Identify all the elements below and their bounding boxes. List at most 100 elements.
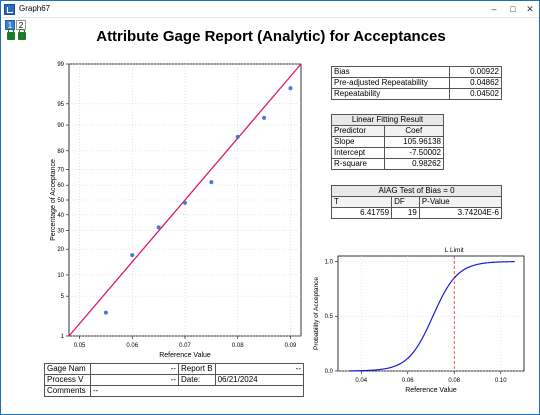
y-axis-label: Probability of Acceptance — [313, 277, 320, 350]
data-point — [209, 180, 214, 185]
x-tick-label: 0.05 — [74, 343, 86, 349]
y-tick-label: 95 — [57, 102, 64, 108]
table-row: Gage Nam -- Report B -- — [44, 363, 305, 375]
fit-label: R-square — [331, 158, 385, 170]
table-title: AIAG Test of Bias = 0 — [331, 185, 502, 197]
fit-label: Slope — [331, 136, 385, 148]
y-tick-label: 0.0 — [325, 369, 334, 375]
stat-label: Pre-adjusted Repeatability — [331, 77, 450, 89]
plot-area — [337, 255, 525, 372]
date-value: 06/21/2024 — [214, 374, 305, 386]
table-row: Linear Fitting Result — [331, 114, 444, 126]
test-value: 19 — [391, 207, 420, 219]
table-row: Bias 0.00922 — [331, 66, 502, 78]
data-point — [262, 115, 267, 120]
stat-value: 0.04502 — [449, 88, 502, 100]
y-axis-label: Percentage of Acceptance — [50, 159, 57, 241]
column-header: Predictor — [331, 125, 385, 137]
y-tick-label: 5 — [61, 294, 65, 300]
y-tick-label: 70 — [57, 167, 64, 173]
fit-value: 0.98262 — [383, 158, 445, 170]
lock-icon[interactable] — [18, 29, 26, 40]
stat-label: Repeatability — [331, 88, 450, 100]
maximize-button[interactable]: □ — [510, 4, 516, 14]
y-tick-label: 30 — [57, 229, 64, 235]
stat-value: 0.00922 — [449, 66, 502, 78]
column-header: DF — [391, 196, 420, 208]
table-row: Process V -- Date: 06/21/2024 — [44, 374, 305, 386]
x-tick-label: 0.06 — [402, 378, 414, 384]
data-point — [235, 134, 240, 139]
y-tick-label: 99 — [57, 62, 64, 68]
fit-value: 105.96138 — [383, 136, 445, 148]
y-tick-label: 0.5 — [325, 314, 334, 320]
minimize-button[interactable]: – — [491, 4, 497, 14]
comments-value: -- — [90, 385, 304, 397]
close-button[interactable]: ✕ — [526, 4, 534, 14]
report-label: Report B — [178, 363, 216, 375]
bias-test-table: AIAG Test of Bias = 0 T DF P-Value 6.417… — [330, 185, 503, 219]
table-title: Linear Fitting Result — [331, 114, 444, 126]
data-point — [183, 200, 187, 205]
x-tick-label: 0.08 — [232, 343, 244, 349]
data-point — [156, 225, 161, 230]
probability-curve-plot: 0.04 0.06 0.08 0.10 0.0 0.5 1.0 L Limit Referenc… — [313, 247, 525, 394]
column-header: T — [330, 196, 393, 208]
y-tick-label: 80 — [57, 149, 64, 155]
graph-app-icon — [4, 4, 15, 15]
column-header: Coef — [383, 125, 445, 137]
probability-curve — [349, 261, 515, 372]
x-axis-label: Reference Value — [405, 387, 457, 394]
title-bar: Graph67 – □ ✕ — [1, 1, 539, 18]
data-point — [103, 310, 108, 315]
process-label: Process V — [44, 374, 91, 386]
y-tick-label: 90 — [57, 123, 64, 129]
table-row: 6.41759 19 3.74204E-6 — [330, 207, 503, 219]
table-row: Comments -- — [44, 385, 304, 397]
y-tick-label: 60 — [57, 183, 64, 189]
test-value: 3.74204E-6 — [418, 207, 503, 219]
y-tick-label: 1.0 — [325, 259, 334, 265]
y-tick-label: 10 — [57, 273, 64, 279]
x-tick-label: 0.08 — [448, 378, 460, 384]
table-row: Predictor Coef — [331, 125, 445, 137]
graph-title: Attribute Gage Report (Analytic) for Acc… — [96, 28, 446, 45]
y-tick-label: 1 — [61, 334, 65, 340]
window-title: Graph67 — [19, 4, 51, 13]
gage-value: -- — [90, 363, 179, 375]
lock-icon[interactable] — [7, 29, 15, 40]
fit-value: -7.50002 — [383, 147, 445, 159]
table-row: Pre-adjusted Repeatability 0.04862 — [331, 77, 502, 89]
process-value: -- — [90, 374, 179, 386]
x-tick-label: 0.10 — [495, 378, 507, 384]
linear-fit-table: Linear Fitting Result Predictor Coef Slo… — [331, 114, 445, 170]
data-point — [288, 86, 293, 91]
fit-label: Intercept — [331, 147, 385, 159]
table-row: AIAG Test of Bias = 0 — [331, 185, 502, 197]
fit-line — [68, 63, 302, 337]
stat-label: Bias — [331, 66, 450, 78]
table-row: T DF P-Value — [330, 196, 503, 208]
x-tick-label: 0.06 — [126, 343, 138, 349]
x-tick-label: 0.04 — [355, 378, 367, 384]
report-info-table: Gage Nam -- Report B -- Process V -- Dat… — [44, 363, 305, 397]
limit-label: L Limit — [445, 247, 464, 254]
probability-plot: 0.05 0.06 0.07 0.08 0.09 1 5 10 20 30 40 50 60 70 80 90… — [50, 62, 302, 359]
stat-value: 0.04862 — [449, 77, 502, 89]
table-row: Slope 105.96138 — [331, 136, 445, 148]
comments-label: Comments — [44, 385, 91, 397]
column-header: P-Value — [418, 196, 503, 208]
y-tick-label: 50 — [57, 198, 64, 204]
test-value: 6.41759 — [330, 207, 393, 219]
y-tick-label: 40 — [57, 213, 64, 219]
date-label: Date: — [178, 374, 216, 386]
x-axis-label: Reference Value — [159, 352, 211, 359]
table-row: Intercept -7.50002 — [331, 147, 445, 159]
y-tick-label: 20 — [57, 247, 64, 253]
x-tick-label: 0.09 — [285, 343, 297, 349]
report-value: -- — [214, 363, 305, 375]
gage-label: Gage Nam — [44, 363, 91, 375]
table-row: R-square 0.98262 — [331, 158, 445, 170]
table-row: Repeatability 0.04502 — [331, 88, 502, 100]
